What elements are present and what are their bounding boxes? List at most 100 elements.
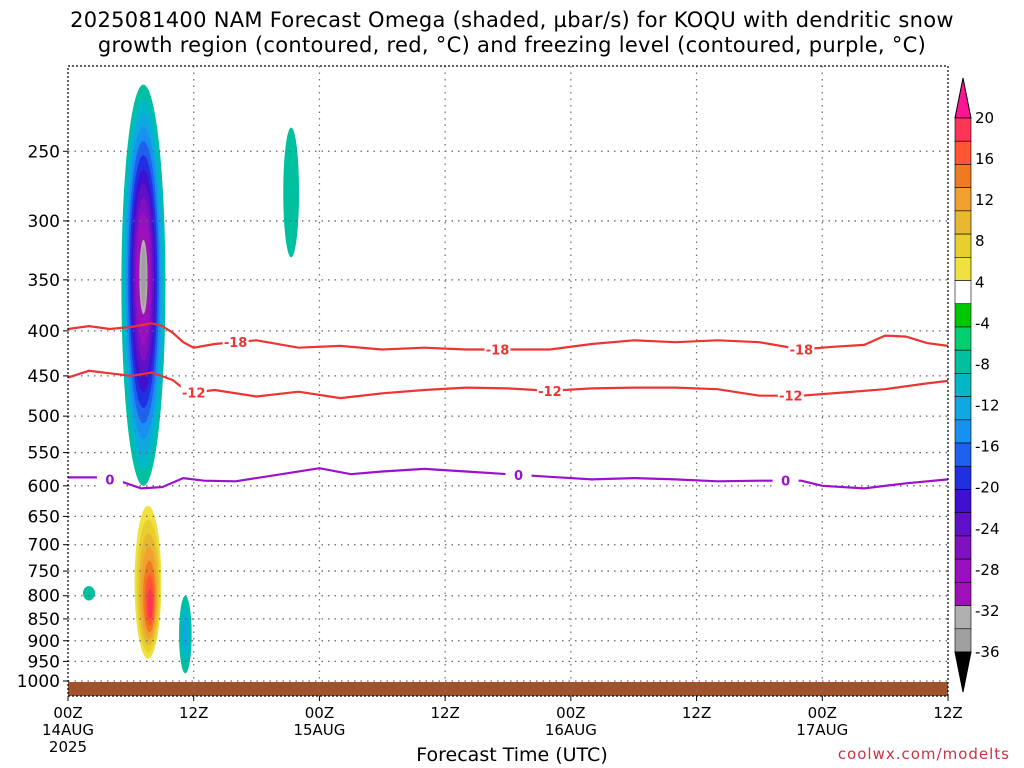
y-tick-label: 600 — [28, 477, 60, 497]
x-tick-label: 12Z — [179, 704, 208, 722]
contour-label: -18 — [486, 344, 510, 359]
colorbar-label: -4 — [975, 314, 990, 332]
plot-frame — [67, 65, 949, 697]
colorbar-swatch — [954, 628, 972, 653]
contour-label: -12 — [779, 390, 803, 405]
colorbar-swatch — [954, 535, 972, 560]
y-tick-label: 300 — [28, 212, 60, 232]
colorbar-swatch — [954, 187, 972, 212]
contour-label: 0 — [105, 473, 114, 488]
y-tick-label: 250 — [28, 142, 60, 162]
subsidence-core-level — [147, 588, 153, 620]
x-tick-label: 12Z — [682, 704, 711, 722]
y-tick-label: 900 — [28, 632, 60, 652]
y-tick-label: 700 — [28, 536, 60, 556]
contour-label-bg — [788, 341, 815, 358]
contour-label: 0 — [781, 475, 790, 490]
y-tick-label: 500 — [28, 407, 60, 427]
x-tick-label: 00Z — [305, 704, 334, 722]
colorbar-swatch — [954, 582, 972, 606]
colorbar-swatch — [954, 164, 972, 188]
contour-label-bg — [777, 387, 804, 404]
y-tick-label: 850 — [28, 610, 60, 630]
plot-area — [68, 84, 948, 696]
contour-label: -18 — [224, 336, 248, 351]
contour-label-bg — [96, 471, 123, 488]
colorbar-swatch — [954, 605, 972, 630]
colorbar-label: -12 — [975, 397, 1000, 415]
contour-label: -12 — [182, 386, 206, 401]
colorbar-label: 8 — [975, 232, 985, 250]
colorbar-bottom-arrow — [954, 651, 972, 693]
x-tick-date: 16AUG — [545, 721, 597, 739]
contour-line--18 — [67, 322, 949, 351]
y-tick-label: 650 — [28, 507, 60, 527]
colorbar-label: 16 — [975, 150, 994, 168]
colorbar-swatch — [954, 303, 972, 328]
colorbar-label: -24 — [975, 520, 1000, 538]
x-tick-label: 12Z — [430, 704, 459, 722]
credit-link[interactable]: coolwx.com/modelts — [837, 745, 1010, 763]
chart-title-line2: growth region (contoured, red, °C) and f… — [97, 33, 927, 57]
colorbar-label: 4 — [975, 273, 985, 291]
chart-title-line1: 2025081400 NAM Forecast Omega (shaded, µ… — [70, 8, 954, 32]
contour-label: 0 — [514, 469, 523, 484]
colorbar-swatch — [954, 117, 972, 142]
colorbar-swatch — [954, 558, 972, 583]
y-tick-label: 400 — [28, 322, 60, 342]
contour-label: -18 — [790, 344, 814, 359]
contour-label: -12 — [538, 385, 562, 400]
contour-label-bg — [222, 334, 249, 351]
contour-label-bg — [536, 382, 563, 399]
colorbar-swatch — [954, 326, 972, 351]
contour-label-bg — [772, 472, 799, 489]
colorbar-label: -36 — [975, 643, 1000, 661]
x-tick-label: 12Z — [933, 704, 962, 722]
contour-label-bg — [505, 466, 532, 483]
colorbar-swatch — [954, 140, 972, 165]
y-tick-label: 1000 — [17, 672, 60, 692]
terrain-fill — [68, 682, 948, 696]
contour-label-bg — [484, 341, 511, 358]
colorbar-label: -8 — [975, 355, 990, 373]
x-tick-date: 17AUG — [796, 721, 848, 739]
colorbar-swatch — [954, 489, 972, 513]
upward-cell-2-level — [283, 127, 300, 258]
y-tick-label: 750 — [28, 562, 60, 582]
upward-core-level — [140, 246, 146, 307]
x-tick-label: 00Z — [53, 704, 82, 722]
upward-low-level — [182, 616, 189, 651]
y-tick-label: 950 — [28, 652, 60, 672]
colorbar-swatch — [954, 396, 972, 421]
colorbar-swatch — [954, 210, 972, 235]
colorbar-swatch — [954, 349, 972, 374]
colorbar-swatch — [954, 280, 972, 305]
x-axis-label: Forecast Time (UTC) — [416, 744, 608, 766]
colorbar-label: -32 — [975, 602, 1000, 620]
y-tick-label: 800 — [28, 587, 60, 607]
contour-label-bg — [180, 384, 207, 401]
x-tick-date: 15AUG — [293, 721, 345, 739]
x-tick-label: 00Z — [808, 704, 837, 722]
colorbar-label: 12 — [975, 191, 994, 209]
subsidence-small-level — [768, 586, 781, 601]
y-tick-label: 450 — [28, 367, 60, 387]
colorbar-swatch — [954, 419, 972, 444]
colorbar-swatch — [954, 512, 972, 537]
upward-small-level — [82, 586, 95, 601]
colorbar-top-arrow — [954, 77, 972, 119]
colorbar-label: -16 — [975, 438, 1000, 456]
colorbar-swatch — [954, 465, 972, 490]
x-tick-date: 14AUG — [42, 721, 94, 739]
x-tick-year: 2025 — [49, 738, 87, 756]
colorbar-label: -28 — [975, 561, 1000, 579]
colorbar-swatch — [954, 442, 972, 467]
colorbar-swatch — [954, 373, 972, 397]
colorbar-swatch — [954, 233, 972, 258]
colorbar-swatch — [954, 257, 972, 281]
colorbar-label: 20 — [975, 109, 994, 127]
y-tick-label: 350 — [28, 271, 60, 291]
y-tick-label: 550 — [28, 444, 60, 464]
x-tick-label: 00Z — [556, 704, 585, 722]
